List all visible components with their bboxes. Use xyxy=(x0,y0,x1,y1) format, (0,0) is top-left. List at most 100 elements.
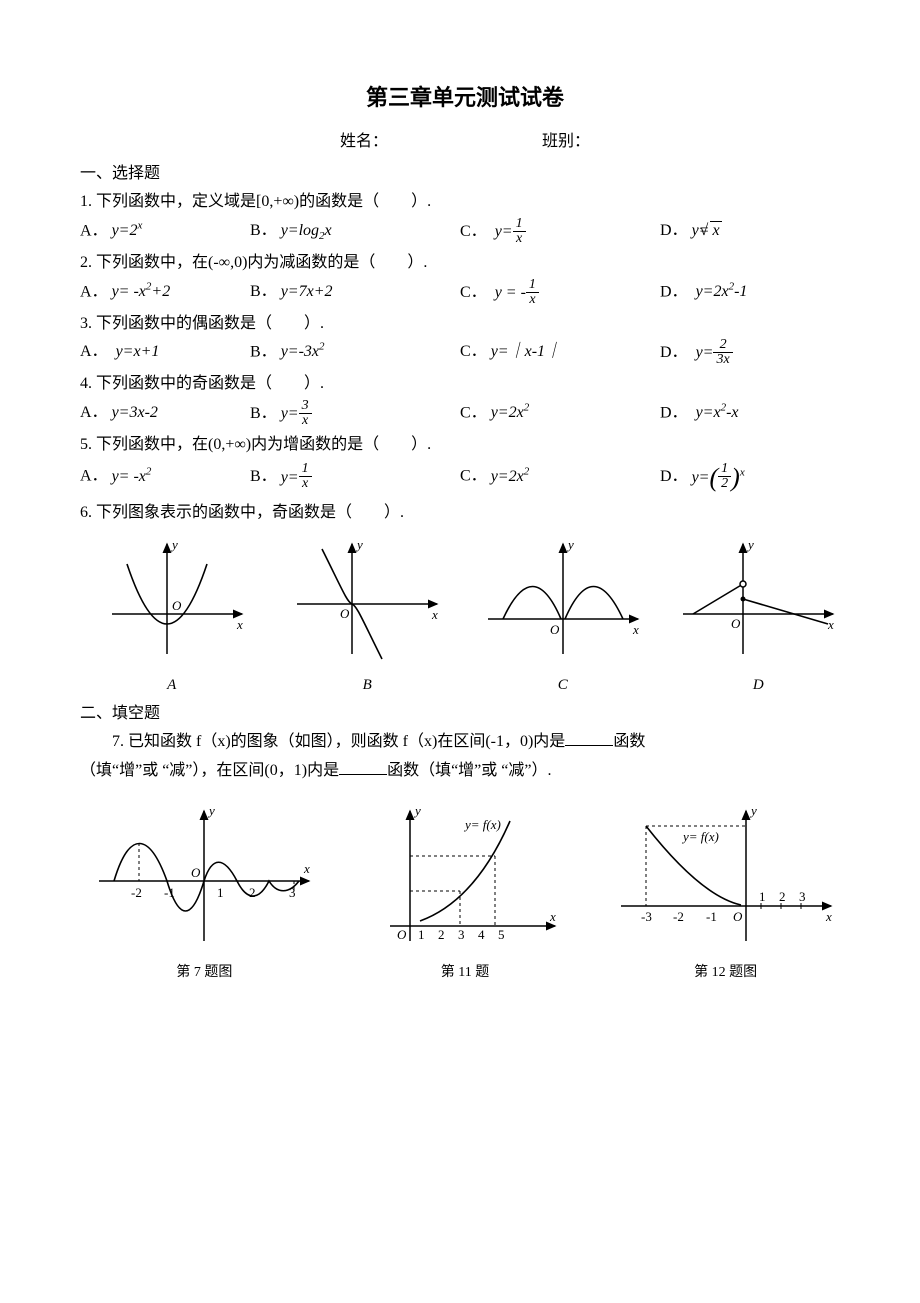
q3-D-pre: y= xyxy=(696,344,714,361)
q3-D-den: 3x xyxy=(713,353,732,367)
svg-text:O: O xyxy=(733,909,743,924)
q1-B-label: B． xyxy=(250,222,277,239)
q3-C-expr: y=｜x-1｜ xyxy=(491,343,561,360)
svg-text:y: y xyxy=(355,537,363,552)
q4-options: A． y=3x-2 B． y=3x C． y=2x2 D． y=x2-x xyxy=(80,400,850,429)
q5-C-label: C． xyxy=(460,468,487,485)
q5-D-sup: x xyxy=(740,466,745,478)
q4-D-label: D． xyxy=(660,404,688,421)
q7-text-2b: 函数（填“增”或 “减”）. xyxy=(387,762,551,779)
svg-text:x: x xyxy=(825,909,832,924)
q1-C-pre: y= xyxy=(495,223,513,240)
page-title: 第三章单元测试试卷 xyxy=(80,80,850,115)
q4-A-label: A． xyxy=(80,404,108,421)
svg-text:-3: -3 xyxy=(641,909,652,924)
q4-B-pre: y= xyxy=(281,405,299,422)
fig11-caption: 第 11 题 xyxy=(341,962,590,984)
svg-text:1: 1 xyxy=(418,927,425,942)
svg-text:5: 5 xyxy=(498,927,505,942)
q2-D-tail: -1 xyxy=(734,283,747,300)
q5-B-label: B． xyxy=(250,469,277,486)
bottom-figures: y x O -2 -1 1 2 3 第 7 题图 y y= f(x) x O 1… xyxy=(80,801,850,984)
q6-fig-C: y x O xyxy=(478,534,648,664)
svg-text:O: O xyxy=(191,865,201,880)
q1-text: 1. 下列函数中，定义域是[0,+∞)的函数是（ ）. xyxy=(80,189,850,215)
q5-B-num: 1 xyxy=(299,462,312,477)
q4-C-label: C． xyxy=(460,404,487,421)
q2-A-tail: +2 xyxy=(151,283,170,300)
svg-text:y: y xyxy=(413,803,421,818)
svg-text:y: y xyxy=(566,537,574,552)
svg-text:-2: -2 xyxy=(131,885,142,900)
q5-A-label: A． xyxy=(80,468,108,485)
section-1-heading: 一、选择题 xyxy=(80,161,850,187)
q7-text-1: 7. 已知函数 f（x)的图象（如图），则函数 f（x)在区间(-1，0)内是 xyxy=(80,733,565,750)
q3-text: 3. 下列函数中的偶函数是（ ）. xyxy=(80,311,850,337)
svg-text:x: x xyxy=(549,909,556,924)
q1-options: A． y=2x B． y=log2x C． y=1x D． y=x xyxy=(80,218,850,247)
svg-text:y: y xyxy=(746,537,754,552)
svg-text:x: x xyxy=(632,622,639,637)
q5-B-pre: y= xyxy=(281,469,299,486)
q4-C-sup: 2 xyxy=(524,402,530,414)
q2-C-pre: y = - xyxy=(495,284,526,301)
q7-line1: 7. 已知函数 f（x)的图象（如图），则函数 f（x)在区间(-1，0)内是函… xyxy=(80,729,850,755)
svg-text:x: x xyxy=(303,861,310,876)
svg-text:O: O xyxy=(397,927,407,942)
q3-A-label: A． xyxy=(80,343,108,360)
section-2-heading: 二、填空题 xyxy=(80,701,850,727)
q4-A-expr: y=3x-2 xyxy=(112,404,158,421)
q6-figures: y x O A y x O B y x O C xyxy=(80,534,850,697)
svg-text:x: x xyxy=(431,607,438,622)
q6-C-label: C xyxy=(471,673,655,697)
svg-text:y: y xyxy=(749,803,757,818)
q4-B-num: 3 xyxy=(299,399,312,414)
svg-text:2: 2 xyxy=(438,927,445,942)
q3-A-expr: y=x+1 xyxy=(116,343,160,360)
svg-text:4: 4 xyxy=(478,927,485,942)
svg-text:y= f(x): y= f(x) xyxy=(681,829,719,844)
q2-D-expr: y=2x xyxy=(696,283,729,300)
q6-text: 6. 下列图象表示的函数中，奇函数是（ ）. xyxy=(80,500,850,526)
svg-text:1: 1 xyxy=(217,885,224,900)
q7-blank-2 xyxy=(339,760,387,775)
q4-C-expr: y=2x xyxy=(491,404,524,421)
q1-C-label: C． xyxy=(460,223,487,240)
q1-B-tail: x xyxy=(325,222,332,239)
q6-fig-A: y x O xyxy=(92,534,252,664)
svg-text:y= f(x): y= f(x) xyxy=(463,817,501,832)
q7-blank-1 xyxy=(565,731,613,746)
svg-text:y: y xyxy=(170,537,178,552)
q2-C-den: x xyxy=(526,293,539,307)
q7-text-2a: （填“增”或 “减”），在区间(0，1)内是 xyxy=(80,762,339,779)
q7-line2: （填“增”或 “减”），在区间(0，1)内是 函数（填“增”或 “减”）. xyxy=(80,758,850,784)
svg-text:y: y xyxy=(207,803,215,818)
q5-D-num: 1 xyxy=(718,462,731,477)
q2-D-label: D． xyxy=(660,283,688,300)
svg-text:O: O xyxy=(340,606,350,621)
q5-D-pre: y= xyxy=(692,469,710,486)
q5-A-expr: y= -x xyxy=(112,468,146,485)
q5-D-den: 2 xyxy=(718,477,731,491)
q2-B-label: B． xyxy=(250,283,277,300)
q4-D-expr: y=x xyxy=(696,404,721,421)
q3-D-num: 2 xyxy=(713,338,732,353)
q1-D-rad: x xyxy=(710,221,721,239)
subtitle: 姓名： 班别： xyxy=(80,129,850,155)
svg-text:x: x xyxy=(236,617,243,632)
svg-text:-1: -1 xyxy=(164,885,175,900)
q5-D-label: D． xyxy=(660,469,688,486)
q5-C-sup: 2 xyxy=(524,465,530,477)
q3-B-label: B． xyxy=(250,343,277,360)
q6-A-label: A xyxy=(80,673,264,697)
q1-C-den: x xyxy=(513,232,526,246)
q3-B-expr: y=-3x xyxy=(281,343,319,360)
q5-B-den: x xyxy=(299,477,312,491)
q4-text: 4. 下列函数中的奇函数是（ ）. xyxy=(80,371,850,397)
svg-text:3: 3 xyxy=(289,885,296,900)
svg-text:-1: -1 xyxy=(706,909,717,924)
q3-B-sup: 2 xyxy=(319,341,325,353)
svg-text:-2: -2 xyxy=(673,909,684,924)
q6-D-label: D xyxy=(667,673,851,697)
q5-C-expr: y=2x xyxy=(491,468,524,485)
